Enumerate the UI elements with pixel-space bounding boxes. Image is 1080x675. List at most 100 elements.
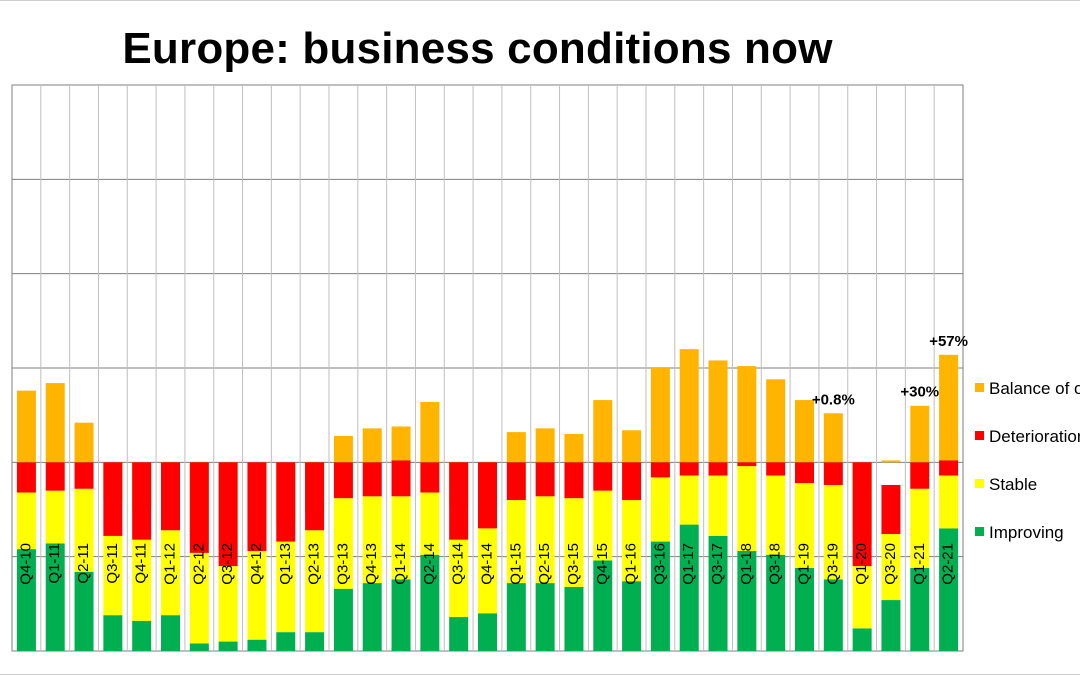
x-tick-label: Q1-13: [277, 543, 294, 585]
bar-deterioration: [823, 462, 843, 485]
bar-deterioration: [506, 462, 526, 501]
bar-improving: [45, 543, 65, 651]
data-label: +30%: [900, 384, 939, 401]
bar-improving: [362, 583, 382, 651]
bar-improving: [74, 571, 94, 651]
bar-improving: [161, 615, 180, 651]
bar-improving: [679, 524, 699, 651]
x-tick-label: Q1-19: [796, 543, 813, 585]
legend-swatch: [975, 431, 984, 440]
bar-stable: [939, 475, 959, 529]
bar-balance-of-opinion: [766, 379, 786, 463]
bar-stable: [305, 530, 325, 633]
x-tick-label: Q1-18: [738, 543, 755, 585]
x-tick-label: Q1-16: [623, 543, 640, 585]
x-tick-label: Q1-20: [853, 543, 870, 585]
legend-swatch: [975, 479, 984, 488]
bar-stable: [45, 490, 65, 544]
bar-stable: [881, 534, 901, 601]
bar-balance-of-opinion: [16, 390, 36, 463]
bar-improving: [333, 588, 353, 651]
bar-stable: [189, 552, 209, 644]
bar-stable: [391, 496, 411, 580]
x-tick-label: Q2-13: [306, 543, 323, 585]
x-tick-label: Q3-20: [882, 543, 899, 585]
bar-deterioration: [737, 462, 757, 467]
bar-improving: [132, 620, 152, 651]
bar-deterioration: [650, 462, 670, 478]
legend-label: Balance of opinion: [989, 379, 1080, 398]
x-tick-label: Q4-14: [479, 543, 496, 585]
bar-stable: [276, 541, 296, 633]
bar-improving: [218, 641, 238, 651]
x-tick-label: Q2-11: [75, 543, 92, 584]
bar-stable: [852, 566, 872, 629]
bar-stable: [708, 475, 728, 536]
data-label: +57%: [929, 333, 968, 350]
bar-balance-of-opinion: [650, 368, 670, 463]
bar-improving: [305, 632, 325, 651]
x-tick-label: Q3-16: [651, 543, 668, 585]
bar-stable: [564, 498, 584, 587]
data-label: +0.8%: [812, 391, 855, 408]
bar-balance-of-opinion: [362, 428, 382, 463]
bar-deterioration: [766, 462, 786, 476]
x-tick-label: Q3-11: [104, 543, 121, 584]
bar-deterioration: [362, 462, 382, 497]
legend-swatch: [975, 383, 984, 392]
x-tick-label: Q3-19: [824, 543, 841, 585]
x-tick-label: Q2-12: [190, 543, 207, 585]
bar-improving: [16, 549, 36, 651]
bar-balance-of-opinion: [881, 460, 901, 463]
bar-stable: [132, 539, 152, 621]
x-tick-label: Q1-15: [507, 543, 524, 585]
x-tick-label: Q3-13: [334, 543, 351, 585]
bar-improving: [276, 632, 296, 651]
bar-improving: [449, 617, 469, 651]
bar-improving: [795, 567, 814, 651]
x-tick-label: Q3-17: [709, 543, 726, 585]
bar-improving: [103, 615, 123, 651]
bar-improving: [420, 554, 440, 651]
bar-stable: [910, 488, 930, 568]
bar-deterioration: [478, 462, 497, 529]
bar-balance-of-opinion: [564, 434, 584, 463]
chart-title: Europe: business conditions now: [122, 24, 833, 73]
bar-improving: [939, 528, 959, 651]
x-tick-label: Q4-10: [17, 543, 34, 585]
bar-deterioration: [622, 462, 642, 501]
bars: [16, 349, 959, 651]
bar-balance-of-opinion: [333, 435, 353, 463]
bar-balance-of-opinion: [74, 422, 94, 463]
bar-stable: [103, 535, 123, 616]
bar-deterioration: [535, 462, 555, 497]
bar-stable: [535, 496, 555, 584]
x-tick-label: Q2-14: [421, 543, 438, 585]
bar-balance-of-opinion: [391, 426, 411, 463]
bar-stable: [506, 500, 526, 584]
bar-stable: [650, 477, 670, 542]
annotations: +0.8% +30% +57%: [812, 333, 968, 408]
bar-stable: [622, 500, 642, 582]
bar-deterioration: [449, 462, 469, 540]
legend-label: Stable: [989, 475, 1037, 494]
bar-stable: [161, 530, 180, 616]
bar-balance-of-opinion: [420, 401, 440, 463]
bar-deterioration: [305, 462, 325, 531]
x-tick-label: Q3-18: [767, 543, 784, 585]
bar-deterioration: [939, 460, 959, 476]
bar-stable: [449, 539, 469, 618]
bar-stable: [737, 466, 757, 552]
bar-balance-of-opinion: [535, 428, 555, 463]
bar-stable: [795, 483, 814, 568]
x-tick-label: Q1-21: [911, 543, 928, 585]
bar-deterioration: [420, 462, 440, 493]
bar-balance-of-opinion: [679, 349, 699, 463]
bar-deterioration: [593, 462, 613, 491]
x-tick-label: Q2-21: [940, 543, 957, 585]
x-tick-label: Q4-12: [248, 543, 265, 585]
bar-deterioration: [708, 462, 728, 476]
x-tick-label: Q3-12: [219, 543, 236, 585]
bar-balance-of-opinion: [823, 413, 843, 463]
